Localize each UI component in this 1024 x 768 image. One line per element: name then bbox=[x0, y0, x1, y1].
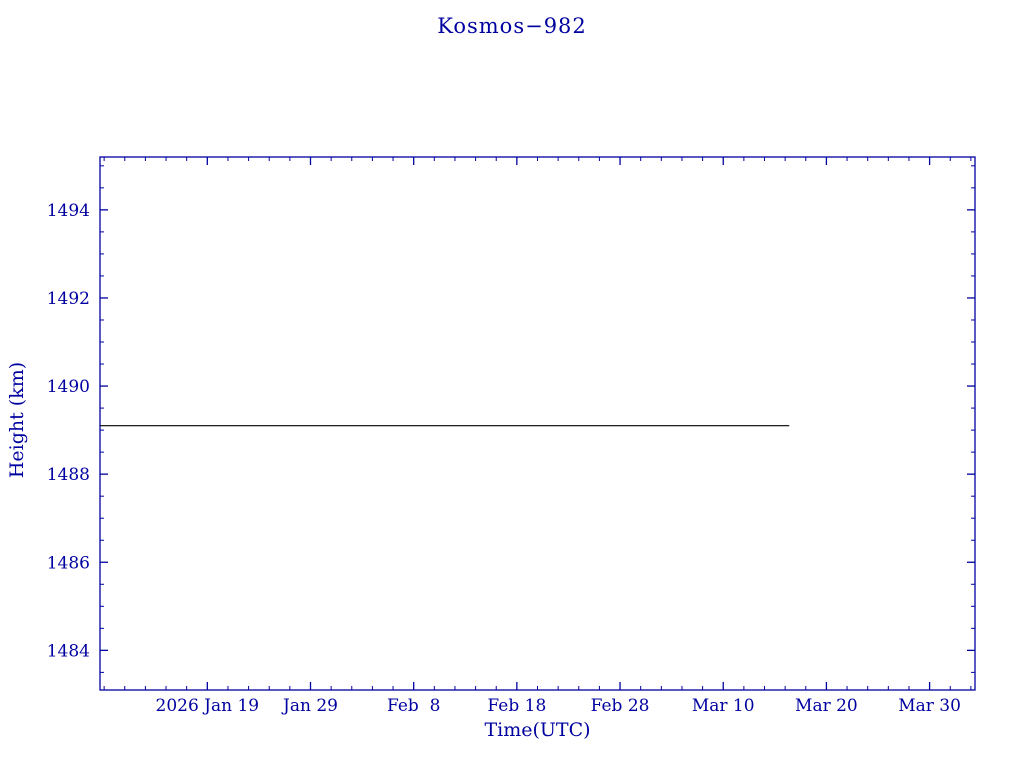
svg-text:1484: 1484 bbox=[47, 641, 90, 661]
svg-text:Feb 18: Feb 18 bbox=[487, 696, 546, 716]
svg-text:2026 Jan 19: 2026 Jan 19 bbox=[156, 696, 260, 716]
x-axis-tick-labels: 2026 Jan 19 Jan 29 Feb 8 Feb 18 Feb 28 Mar 10… bbox=[156, 696, 961, 716]
plot-border bbox=[99, 156, 976, 691]
svg-text:Feb 28: Feb 28 bbox=[591, 696, 650, 716]
svg-text:Jan 29: Jan 29 bbox=[281, 696, 338, 716]
chart-title: Kosmos−982 bbox=[437, 14, 587, 38]
svg-text:Mar 20: Mar 20 bbox=[795, 696, 858, 716]
svg-text:1488: 1488 bbox=[47, 465, 90, 485]
y-axis-tick-labels: 1484 1486 1488 1490 1492 1494 bbox=[47, 201, 90, 661]
x-axis-ticks bbox=[103, 157, 972, 690]
y-axis-ticks bbox=[100, 165, 975, 673]
svg-text:1494: 1494 bbox=[47, 201, 90, 221]
svg-text:Feb 8: Feb 8 bbox=[387, 696, 440, 716]
svg-text:1486: 1486 bbox=[47, 553, 90, 573]
svg-text:1492: 1492 bbox=[47, 289, 90, 309]
y-axis-label: Height (km) bbox=[6, 361, 28, 479]
x-axis-label: Time(UTC) bbox=[484, 719, 591, 741]
svg-text:Mar 10: Mar 10 bbox=[692, 696, 755, 716]
svg-text:Mar 30: Mar 30 bbox=[898, 696, 961, 716]
svg-text:1490: 1490 bbox=[47, 377, 90, 397]
